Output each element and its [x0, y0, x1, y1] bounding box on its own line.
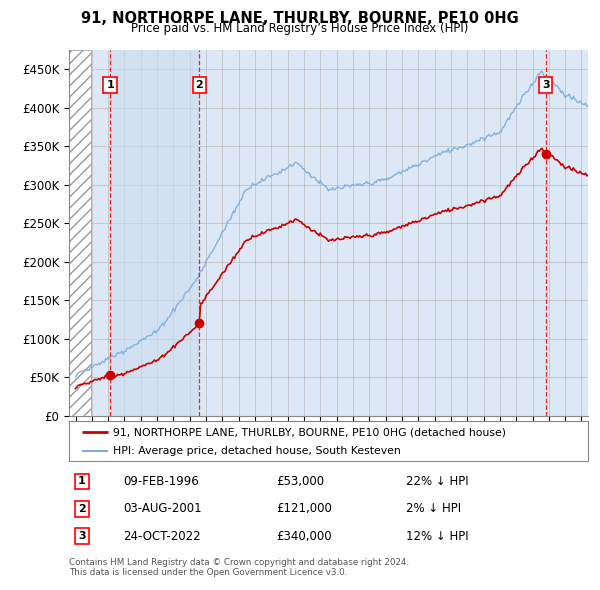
Text: 22% ↓ HPI: 22% ↓ HPI: [406, 475, 469, 488]
Text: HPI: Average price, detached house, South Kesteven: HPI: Average price, detached house, Sout…: [113, 447, 401, 456]
Text: 91, NORTHORPE LANE, THURLBY, BOURNE, PE10 0HG (detached house): 91, NORTHORPE LANE, THURLBY, BOURNE, PE1…: [113, 428, 506, 438]
Text: 24-OCT-2022: 24-OCT-2022: [124, 530, 201, 543]
Text: Contains HM Land Registry data © Crown copyright and database right 2024.: Contains HM Land Registry data © Crown c…: [69, 558, 409, 566]
Bar: [110, 50, 199, 416]
Text: 1: 1: [106, 80, 114, 90]
Text: 1: 1: [78, 477, 86, 487]
Text: £340,000: £340,000: [277, 530, 332, 543]
Text: 12% ↓ HPI: 12% ↓ HPI: [406, 530, 469, 543]
Text: £53,000: £53,000: [277, 475, 325, 488]
Text: Price paid vs. HM Land Registry’s House Price Index (HPI): Price paid vs. HM Land Registry’s House …: [131, 22, 469, 35]
Text: 2% ↓ HPI: 2% ↓ HPI: [406, 502, 461, 516]
Text: 2: 2: [196, 80, 203, 90]
Text: 3: 3: [78, 531, 86, 541]
Text: 09-FEB-1996: 09-FEB-1996: [124, 475, 199, 488]
Text: 91, NORTHORPE LANE, THURLBY, BOURNE, PE10 0HG: 91, NORTHORPE LANE, THURLBY, BOURNE, PE1…: [81, 11, 519, 25]
Text: This data is licensed under the Open Government Licence v3.0.: This data is licensed under the Open Gov…: [69, 568, 347, 577]
Text: 2: 2: [78, 504, 86, 514]
Bar: [69, 50, 91, 416]
Text: 3: 3: [542, 80, 550, 90]
Text: £121,000: £121,000: [277, 502, 332, 516]
Text: 03-AUG-2001: 03-AUG-2001: [124, 502, 202, 516]
